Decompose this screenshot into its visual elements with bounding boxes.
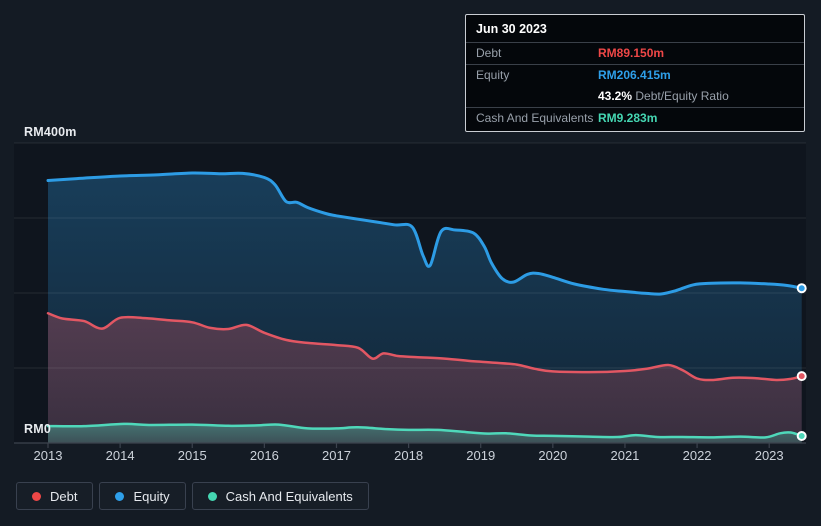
x-axis-label-2023: 2023 (754, 448, 784, 463)
cash-and-equivalents-endpoint-dot (796, 431, 807, 441)
legend-item-cash[interactable]: Cash And Equivalents (191, 482, 369, 510)
x-axis-label-2013: 2013 (33, 448, 63, 463)
equity-endpoint-dot (796, 283, 807, 294)
x-axis-label-2018: 2018 (394, 448, 424, 463)
tooltip-cash-value: RM9.283m (598, 111, 658, 125)
x-axis-label-2022: 2022 (682, 448, 712, 463)
equity-line (46, 171, 804, 296)
legend-item-equity[interactable]: Equity (99, 482, 186, 510)
x-axis-label-2021: 2021 (610, 448, 640, 463)
legend-equity-label: Equity (133, 488, 170, 504)
legend-cash-label: Cash And Equivalents (225, 488, 353, 504)
chart-legend: Debt Equity Cash And Equivalents (16, 482, 369, 510)
debt-area (48, 313, 802, 443)
tooltip-row-debt: Debt RM89.150m (466, 42, 804, 64)
tooltip-ratio-label: Debt/Equity Ratio (635, 89, 729, 103)
chart-tooltip: Jun 30 2023 Debt RM89.150m Equity RM206.… (465, 14, 805, 132)
tooltip-row-equity: Equity RM206.415m (466, 64, 804, 86)
tooltip-equity-value: RM206.415m (598, 68, 671, 82)
tooltip-row-cash: Cash And Equivalents RM9.283m (466, 107, 804, 129)
x-axis-label-2015: 2015 (177, 448, 207, 463)
tooltip-debt-label: Debt (476, 46, 502, 60)
legend-debt-label: Debt (50, 488, 78, 504)
debt-line (46, 312, 803, 382)
x-axis-label-2019: 2019 (466, 448, 496, 463)
x-axis-label-2014: 2014 (105, 448, 135, 463)
tooltip-date: Jun 30 2023 (476, 22, 547, 36)
tooltip-debt-value: RM89.150m (598, 46, 665, 60)
x-axis-label-2017: 2017 (322, 448, 351, 463)
x-axis-label-2020: 2020 (538, 448, 568, 463)
legend-item-debt[interactable]: Debt (16, 482, 94, 510)
y-axis-zero-label: RM0 (24, 422, 51, 436)
debt-dot-icon (32, 491, 41, 501)
equity-dot-icon (115, 491, 125, 501)
debt-endpoint-dot (796, 371, 807, 382)
cash-dot-icon (207, 491, 217, 501)
cash-and-equivalents-line (46, 422, 803, 439)
tooltip-equity-label: Equity (476, 68, 510, 82)
x-axis-label-2016: 2016 (249, 448, 279, 463)
y-axis-max-label: RM400m (24, 125, 77, 139)
tooltip-cash-label: Cash And Equivalents (476, 111, 594, 125)
tooltip-ratio-value: 43.2% (598, 89, 633, 103)
tooltip-row-ratio: 43.2% Debt/Equity Ratio (466, 86, 804, 107)
